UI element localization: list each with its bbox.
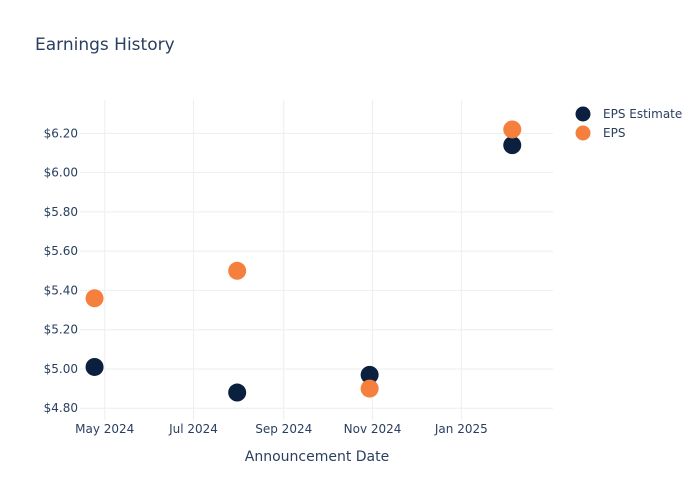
y-tick-label: $6.00	[44, 166, 78, 180]
legend-marker	[575, 106, 591, 122]
y-tick-label: $5.20	[44, 323, 78, 337]
x-tick-label: May 2024	[75, 422, 134, 436]
x-axis-label: Announcement Date	[245, 449, 389, 465]
data-point-eps[interactable]	[85, 289, 104, 308]
legend-marker	[575, 125, 591, 141]
data-point-eps[interactable]	[503, 120, 522, 139]
x-axis-ticks: May 2024 Jul 2024 Sep 2024 Nov 2024 Jan 2025	[75, 422, 488, 436]
legend-label: EPS Estimate	[603, 107, 682, 121]
data-point-eps[interactable]	[360, 379, 379, 398]
y-tick-label: $5.40	[44, 283, 78, 297]
x-tick-label: Jan 2025	[434, 422, 488, 436]
y-tick-label: $6.20	[44, 126, 78, 140]
y-axis-ticks: $4.80 $5.00 $5.20 $5.40 $5.60 $5.80 $6.00 $6.20	[44, 126, 78, 415]
y-tick-label: $4.80	[44, 401, 78, 415]
data-point-eps-estimate[interactable]	[360, 365, 379, 384]
data-points	[85, 120, 522, 402]
y-tick-label: $5.00	[44, 362, 78, 376]
y-tick-label: $5.60	[44, 244, 78, 258]
data-point-eps-estimate[interactable]	[228, 383, 247, 402]
legend-item[interactable]: EPS Estimate	[575, 106, 683, 122]
data-point-eps-estimate[interactable]	[503, 136, 522, 155]
gridlines	[80, 100, 553, 420]
chart-title: Earnings History	[35, 35, 175, 55]
legend-label: EPS	[603, 126, 625, 140]
data-point-eps-estimate[interactable]	[85, 357, 104, 376]
y-tick-label: $5.80	[44, 205, 78, 219]
x-tick-label: Jul 2024	[168, 422, 218, 436]
legend-item[interactable]: EPS	[575, 125, 626, 141]
x-tick-label: Sep 2024	[255, 422, 312, 436]
x-tick-label: Nov 2024	[344, 422, 402, 436]
data-point-eps[interactable]	[228, 261, 247, 280]
legend[interactable]: EPS Estimate EPS	[575, 106, 683, 141]
